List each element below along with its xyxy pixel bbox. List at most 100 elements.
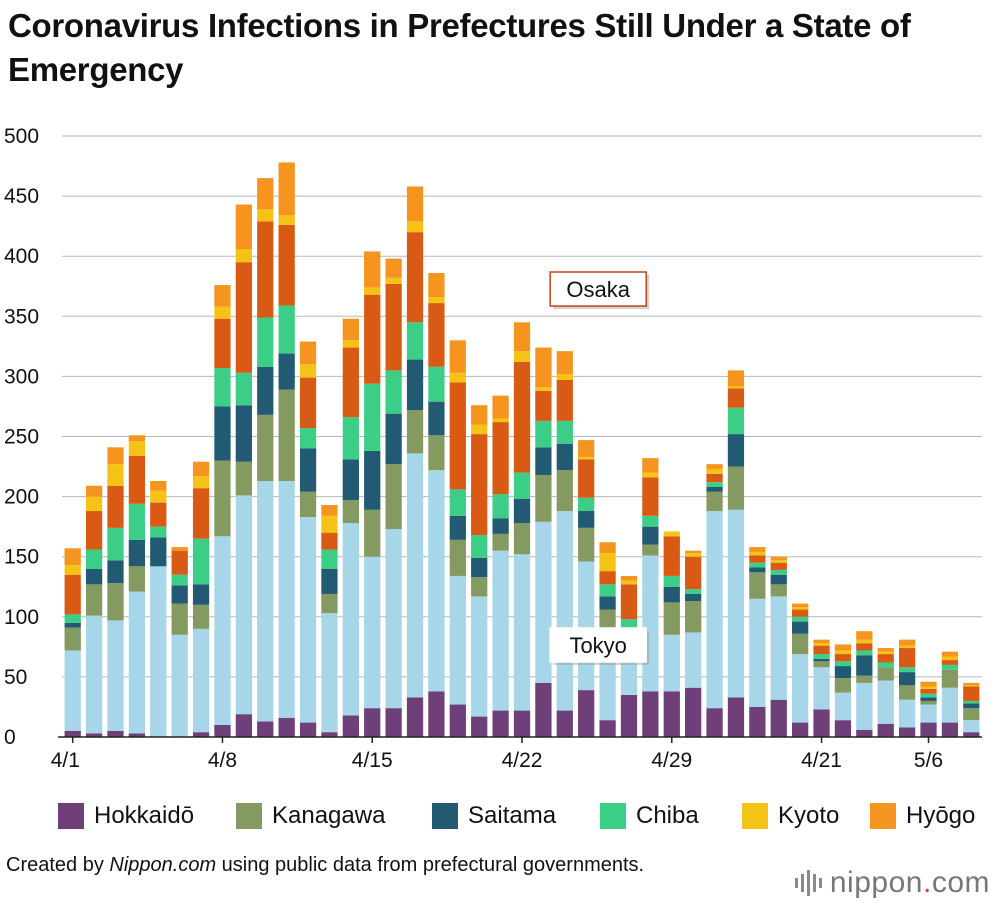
- bar-segment: [749, 555, 766, 563]
- bar-segment: [471, 716, 488, 737]
- brand-name: nippon: [829, 866, 923, 899]
- bar-segment: [299, 517, 317, 723]
- bar-segment: [856, 675, 873, 683]
- series-kyoto: [64, 209, 980, 689]
- bar-segment: [278, 224, 295, 306]
- bar-segment: [513, 322, 531, 352]
- bar-segment: [299, 491, 317, 518]
- bar-segment: [321, 532, 338, 550]
- bar-segment: [364, 708, 381, 737]
- bar-segment: [492, 710, 509, 737]
- bar-segment: [920, 722, 937, 737]
- bar-segment: [578, 497, 595, 512]
- bar-segment: [257, 480, 274, 722]
- series-osaka: [64, 221, 980, 701]
- bar-segment: [749, 547, 766, 552]
- bar-segment: [599, 596, 616, 610]
- bar-segment: [663, 531, 680, 537]
- bar-segment: [299, 448, 317, 492]
- legend-item: Kanagawa: [236, 802, 385, 830]
- bar-segment: [727, 466, 745, 510]
- bar-segment: [792, 722, 809, 737]
- bar-segment: [599, 553, 616, 572]
- bar-segment: [898, 672, 916, 686]
- bar-segment: [321, 613, 338, 733]
- bar-segment: [749, 562, 766, 568]
- bar-segment: [449, 704, 466, 737]
- y-tick-label: 150: [4, 546, 39, 569]
- bar-segment: [578, 459, 595, 498]
- bar-segment: [877, 723, 894, 737]
- bar-segment: [620, 619, 638, 628]
- callout-box: [549, 627, 647, 663]
- y-tick-label: 0: [4, 726, 16, 749]
- bar-segment: [877, 662, 894, 668]
- bar-segment: [150, 480, 167, 491]
- source-suffix: using public data from prefectural gover…: [216, 854, 645, 876]
- bar-segment: [513, 554, 531, 711]
- y-tick-label: 300: [4, 365, 39, 388]
- bar-segment: [64, 650, 81, 731]
- legend-item: Saitama: [432, 802, 556, 830]
- bar-segment: [685, 556, 702, 590]
- bar-segment: [428, 435, 445, 471]
- bar-segment: [727, 370, 745, 387]
- bar-segment: [770, 562, 787, 570]
- bar-segment: [299, 428, 317, 449]
- bar-segment: [364, 287, 381, 295]
- bar-segment: [64, 574, 81, 615]
- bar-segment: [834, 644, 852, 651]
- bar-segment: [492, 494, 509, 519]
- series-saitama: [64, 353, 980, 709]
- bar-segment: [342, 347, 359, 418]
- bar-segment: [342, 318, 359, 341]
- bar-segment: [578, 690, 595, 737]
- bar-segment: [877, 654, 894, 663]
- bar-segment: [107, 527, 124, 561]
- bar-segment: [578, 561, 595, 691]
- bar-segment: [342, 715, 359, 737]
- bar-segment: [128, 435, 146, 442]
- bar-segment: [85, 496, 103, 512]
- bar-segment: [299, 377, 317, 429]
- bar-segment: [364, 556, 381, 709]
- y-tick-label: 350: [4, 305, 39, 328]
- x-tick-label: 4/15: [352, 749, 393, 772]
- bar-segment: [342, 523, 359, 716]
- bar-segment: [492, 422, 509, 495]
- bar-segment: [85, 568, 103, 585]
- bar-segment: [85, 511, 103, 550]
- bar-segment: [107, 730, 124, 737]
- bar-segment: [150, 490, 167, 503]
- bar-segment: [963, 708, 980, 721]
- bar-segment: [492, 418, 509, 423]
- bar-segment: [685, 550, 702, 554]
- bar-segment: [406, 322, 424, 360]
- bar-segment: [364, 251, 381, 288]
- bar-segment: [278, 305, 295, 354]
- bar-segment: [342, 459, 359, 501]
- bar-segment: [150, 537, 167, 567]
- bar-segment: [620, 580, 638, 585]
- bar-segment: [257, 221, 274, 318]
- bar-segment: [513, 499, 531, 524]
- bar-segment: [235, 262, 252, 373]
- bar-segment: [214, 724, 231, 737]
- bar-segment: [321, 568, 338, 594]
- y-tick-label: 200: [4, 486, 39, 509]
- bar-segment: [406, 410, 424, 454]
- bar-segment: [321, 593, 338, 614]
- bar-segment: [535, 387, 552, 391]
- brand-tld: com: [931, 866, 990, 899]
- bar-segment: [471, 596, 488, 717]
- bar-segment: [706, 511, 723, 709]
- bar-segment: [406, 232, 424, 323]
- bar-segment: [727, 697, 745, 737]
- bar-segment: [578, 440, 595, 457]
- bar-segment: [556, 710, 573, 737]
- bar-segment: [706, 464, 723, 469]
- bar-segment: [556, 351, 573, 374]
- bar-segment: [449, 515, 466, 540]
- bar-segment: [107, 583, 124, 621]
- bar-segment: [556, 443, 573, 471]
